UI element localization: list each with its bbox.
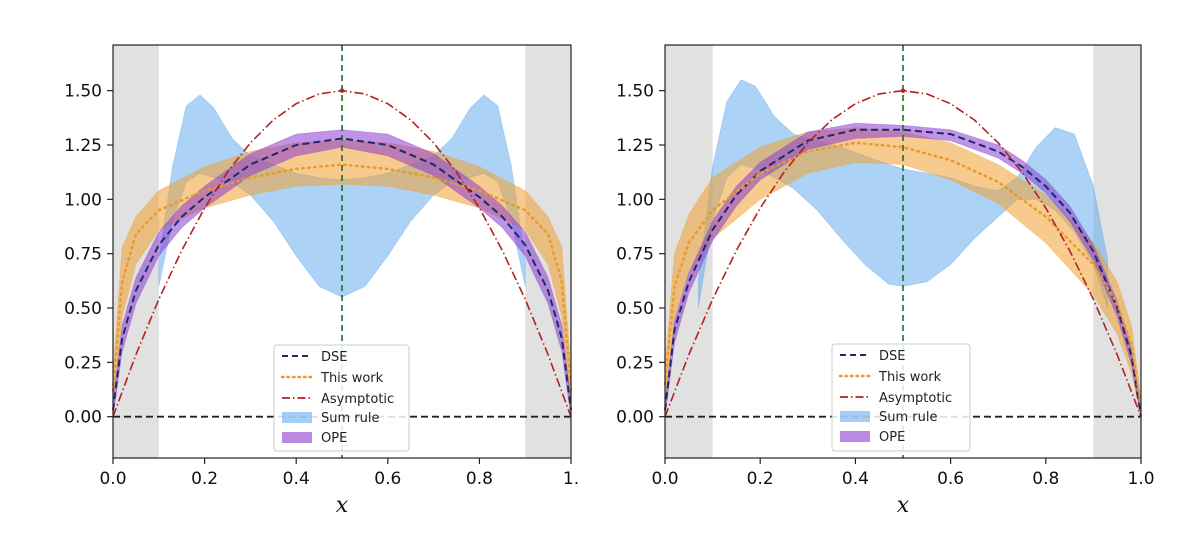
left-y-tick-label-1: 0.25 <box>64 353 102 373</box>
right-legend: DSE This work Asymptotic Sum rule OPE <box>831 343 971 452</box>
left-y-tick-label-4: 1.00 <box>64 190 102 210</box>
left-legend-this-work-label: This work <box>320 371 384 386</box>
right-y-tick-label-1: 0.25 <box>616 353 654 373</box>
left-y-ticks: 0.00 0.25 0.50 0.75 1.00 1.25 1.50 <box>64 82 113 428</box>
left-y-tick-label-0: 0.00 <box>64 408 102 428</box>
right-x-tick-label-2: 0.4 <box>842 469 869 489</box>
right-legend-asymptotic-label: Asymptotic <box>879 391 952 406</box>
right-legend-this-work-label: This work <box>878 370 942 385</box>
right-legend-sum-rule-swatch <box>840 411 870 422</box>
right-curve-this-work <box>663 141 1143 408</box>
right-legend-ope-label: OPE <box>879 430 905 445</box>
right-panel: 0.0 0.2 0.4 0.6 0.8 1.0 0.00 0.25 0.50 0.75 1.00 1… <box>616 44 1155 518</box>
left-x-tick-label-3: 0.6 <box>374 469 401 489</box>
right-y-tick-label-6: 1.50 <box>616 82 654 102</box>
right-y-tick-label-5: 1.25 <box>616 136 654 156</box>
right-curve-dse <box>664 128 1142 417</box>
left-legend: DSE This work Asymptotic Sum rule OPE <box>273 344 410 452</box>
left-x-tick-label-1: 0.2 <box>191 469 218 489</box>
left-axes-frame <box>112 44 572 459</box>
right-x-axis-title: x <box>897 493 910 518</box>
left-x-tick-label-4: 0.8 <box>466 469 493 489</box>
right-y-ticks: 0.00 0.25 0.50 0.75 1.00 1.25 1.50 <box>616 82 665 428</box>
right-x-tick-label-5: 1.0 <box>1127 469 1154 489</box>
right-y-tick-label-2: 0.50 <box>616 299 654 319</box>
left-curves <box>111 88 573 417</box>
left-legend-dse-label: DSE <box>321 350 347 365</box>
right-x-tick-label-0: 0.0 <box>651 469 678 489</box>
left-x-tick-label-0: 0.0 <box>99 469 126 489</box>
right-x-tick-label-4: 0.8 <box>1032 469 1059 489</box>
left-x-axis-title: x <box>336 493 349 518</box>
right-x-ticks: 0.0 0.2 0.4 0.6 0.8 1.0 <box>651 458 1155 489</box>
right-y-tick-label-0: 0.00 <box>616 408 654 428</box>
left-x-tick-label-2: 0.4 <box>283 469 310 489</box>
right-x-tick-label-3: 0.6 <box>937 469 964 489</box>
right-y-tick-label-4: 1.00 <box>616 190 654 210</box>
right-y-tick-label-3: 0.75 <box>616 245 654 265</box>
left-asymptotic-peak-marker <box>339 88 345 93</box>
left-legend-sum-rule-label: Sum rule <box>321 411 379 426</box>
left-legend-ope-label: OPE <box>321 431 347 446</box>
right-legend-ope-swatch <box>840 431 870 442</box>
left-legend-sum-rule-swatch <box>282 412 312 423</box>
left-legend-ope-swatch <box>282 432 312 443</box>
right-legend-dse-label: DSE <box>879 349 905 364</box>
left-y-tick-label-5: 1.25 <box>64 136 102 156</box>
left-legend-box <box>273 344 410 452</box>
right-legend-box <box>831 343 971 452</box>
left-panel: 0.0 0.2 0.4 0.6 0.8 1. 0.00 0.25 0.50 0.75 1.00 1.… <box>64 44 579 518</box>
right-asymptotic-peak-marker <box>900 88 906 93</box>
left-curve-this-work <box>111 163 573 392</box>
left-legend-asymptotic-label: Asymptotic <box>321 392 394 407</box>
left-y-tick-label-2: 0.50 <box>64 299 102 319</box>
left-curve-dse <box>112 137 572 411</box>
left-x-ticks: 0.0 0.2 0.4 0.6 0.8 1. <box>99 458 579 489</box>
right-x-tick-label-1: 0.2 <box>747 469 774 489</box>
right-curve-asymptotic <box>664 89 1142 417</box>
left-x-tick-label-5: 1. <box>563 469 579 489</box>
right-legend-sum-rule-label: Sum rule <box>879 410 937 425</box>
right-axes-frame <box>664 44 1142 459</box>
right-curves <box>663 88 1143 417</box>
left-y-tick-label-6: 1.50 <box>64 82 102 102</box>
left-y-tick-label-3: 0.75 <box>64 245 102 265</box>
